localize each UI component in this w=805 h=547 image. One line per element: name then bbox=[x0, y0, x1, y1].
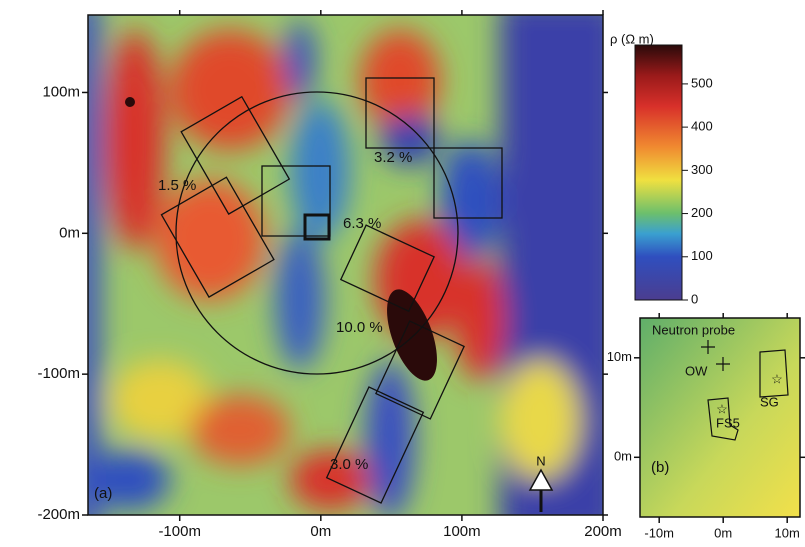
colorbar-tick-label: 300 bbox=[691, 162, 713, 177]
dark-spot bbox=[125, 97, 135, 107]
annotation: 1.5 % bbox=[158, 177, 196, 194]
inset-outlines bbox=[701, 340, 789, 441]
colorbar-tick-label: 0 bbox=[691, 291, 698, 306]
x-tick-label: 200m bbox=[584, 523, 622, 540]
survey-box bbox=[180, 95, 291, 215]
north-arrow: N bbox=[528, 453, 554, 512]
inset-label: OW bbox=[685, 363, 708, 378]
x-tick-label: 0m bbox=[310, 523, 331, 540]
annotation: 3.0 % bbox=[330, 456, 368, 473]
annotation: 6.3 % bbox=[343, 215, 381, 232]
colorbar-tick-label: 500 bbox=[691, 75, 713, 90]
frame-a bbox=[87, 14, 604, 516]
inset-label: FS5 bbox=[716, 415, 740, 430]
panel-label: (b) bbox=[651, 459, 669, 476]
panel-label: (a) bbox=[94, 485, 112, 502]
fs5-outline bbox=[707, 397, 739, 441]
north-label: N bbox=[536, 453, 545, 468]
colorbar-tick-label: 400 bbox=[691, 119, 713, 134]
survey-box bbox=[375, 320, 465, 420]
colorbar-label: ρ (Ω m) bbox=[610, 31, 654, 46]
star: ☆ bbox=[771, 371, 783, 386]
colorbar-tick-label: 200 bbox=[691, 205, 713, 220]
survey-outlines bbox=[87, 14, 604, 516]
annotation: 3.2 % bbox=[374, 149, 412, 166]
x-tick-label: -10m bbox=[644, 525, 674, 540]
annotation: 10.0 % bbox=[336, 319, 383, 336]
sg-outline bbox=[759, 349, 789, 398]
y-tick-label: 0m bbox=[614, 449, 632, 464]
x-tick-label: 0m bbox=[714, 525, 732, 540]
resistivity-image bbox=[88, 15, 603, 515]
dark-anomaly bbox=[387, 289, 437, 381]
colorbar bbox=[634, 44, 683, 301]
y-tick-label: 100m bbox=[42, 83, 80, 100]
survey-box bbox=[365, 77, 435, 149]
survey-box bbox=[339, 224, 435, 313]
survey-box bbox=[325, 386, 425, 504]
survey-circle bbox=[175, 91, 459, 375]
borehole-markers bbox=[701, 340, 730, 371]
y-tick-label: -200m bbox=[37, 506, 80, 523]
y-tick-label: 10m bbox=[607, 349, 632, 364]
survey-box bbox=[433, 147, 503, 219]
x-tick-label: -100m bbox=[158, 523, 201, 540]
inset-label: SG bbox=[760, 394, 779, 409]
inset-label: Neutron probe bbox=[652, 322, 735, 337]
star: ☆ bbox=[716, 401, 728, 416]
y-tick-label: 0m bbox=[59, 224, 80, 241]
center-box bbox=[303, 213, 331, 241]
x-tick-label: 10m bbox=[775, 525, 800, 540]
y-tick-label: -100m bbox=[37, 365, 80, 382]
colorbar-tick-label: 100 bbox=[691, 248, 713, 263]
survey-box bbox=[261, 165, 331, 237]
survey-box bbox=[160, 176, 275, 298]
x-tick-label: 100m bbox=[443, 523, 481, 540]
